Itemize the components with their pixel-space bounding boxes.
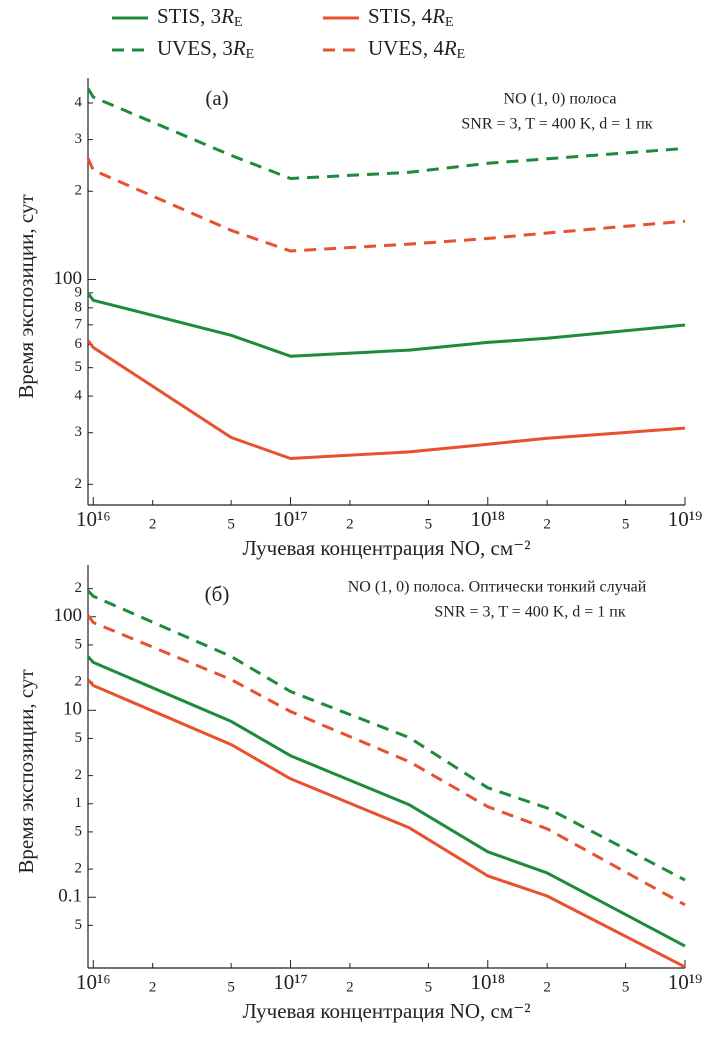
legend-text: E [445,15,454,30]
y-tick-label: 5 [75,636,83,652]
x-tick-label: 5 [425,516,433,532]
y-axis-label: Время экспозиции, сут [14,669,38,873]
x-tick-label: 2 [543,979,551,995]
legend-text: R [220,4,234,28]
series-line [86,292,686,358]
y-tick-label: 2 [75,767,83,783]
x-tick-label: 10¹⁹ [668,970,703,994]
legend-label: STIS, 4RE [368,4,454,30]
y-tick-label: 2 [75,580,83,596]
y-tick-label: 0.1 [58,886,82,907]
y-tick-label: 2 [75,476,83,492]
y-tick-label: 5 [75,823,83,839]
annotation: NO (1, 0) полоса. Оптически тонкий случа… [348,579,647,596]
series-line [86,87,686,180]
x-tick-label: 10¹⁷ [273,970,308,994]
x-tick-label: 10¹⁷ [273,507,308,531]
y-tick-label: 3 [75,131,83,147]
y-axis-label: Время экспозиции, сут [14,194,38,398]
y-tick-label: 2 [75,861,83,877]
legend-text: STIS, 3 [157,4,221,28]
y-tick-label: 2 [75,674,83,690]
series-line [86,157,686,253]
legend-text: UVES, 3 [157,36,233,60]
legend-text: UVES, 4 [368,36,444,60]
x-tick-label: 10¹⁶ [76,970,111,994]
legend-label: UVES, 4RE [368,36,465,62]
y-tick-label: 1 [75,795,83,811]
legend-text: E [246,47,255,62]
y-tick-label: 5 [75,359,83,375]
series-line [86,655,686,948]
x-tick-label: 5 [622,979,630,995]
legend-label: STIS, 3RE [157,4,243,30]
x-axis-label: Лучевая концентрация NO, см⁻² [242,999,530,1023]
x-axis-label: Лучевая концентрация NO, см⁻² [242,536,530,560]
legend-text: STIS, 4 [368,4,433,28]
y-tick-label: 4 [75,94,83,110]
x-tick-label: 2 [346,979,354,995]
x-tick-label: 5 [425,979,433,995]
annotation: SNR = 3, T = 400 K, d = 1 пк [461,116,653,133]
annotation: SNR = 3, T = 400 K, d = 1 пк [434,604,626,621]
y-tick-label: 7 [75,316,83,332]
y-tick-label: 8 [75,299,83,315]
legend-text: E [234,15,243,30]
y-tick-label: 5 [75,917,83,933]
x-tick-label: 10¹⁹ [668,507,703,531]
y-tick-label: 5 [75,730,83,746]
y-tick-label: 9 [75,284,83,300]
legend-text: E [457,47,466,62]
x-tick-label: 10¹⁶ [76,507,111,531]
x-tick-label: 2 [149,979,157,995]
y-tick-label: 6 [75,336,83,352]
x-tick-label: 2 [543,516,551,532]
y-tick-label: 2 [75,183,83,199]
series-line [86,678,686,969]
y-tick-label: 100 [54,605,83,626]
x-tick-label: 5 [622,516,630,532]
x-tick-label: 5 [227,516,235,532]
y-tick-label: 10 [63,699,82,720]
annotation: NO (1, 0) полоса [504,91,617,108]
legend-text: R [443,36,457,60]
x-tick-label: 5 [227,979,235,995]
y-tick-label: 3 [75,424,83,440]
y-tick-label: 4 [75,388,83,404]
x-tick-label: 10¹⁸ [470,970,505,994]
y-tick-label: 100 [54,268,83,289]
legend-text: R [431,4,445,28]
legend-label: UVES, 3RE [157,36,254,62]
series-line [86,589,686,882]
x-tick-label: 2 [149,516,157,532]
x-tick-label: 2 [346,516,354,532]
annotation: (б) [205,582,230,606]
series-line [86,614,686,907]
series-line [86,339,686,460]
legend-text: R [232,36,246,60]
x-tick-label: 10¹⁸ [470,507,505,531]
annotation: (а) [205,86,228,110]
